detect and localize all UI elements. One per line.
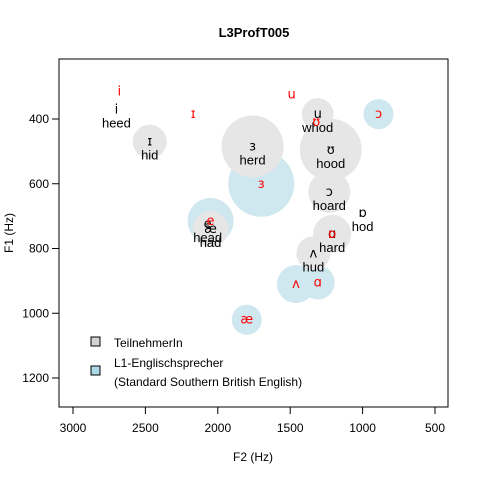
native-vowel-symbol: e	[207, 214, 215, 229]
y-tick-label: 1000	[22, 306, 49, 320]
x-tick-label: 2500	[132, 421, 159, 435]
x-tick-label: 3000	[60, 421, 87, 435]
native-spread-circle	[300, 265, 335, 300]
learner-vowel-symbol: ʌ	[310, 246, 318, 261]
legend-native-sublabel: (Standard Southern British English)	[114, 375, 302, 389]
word-label: hud	[303, 259, 325, 274]
native-vowel-symbol: ɜ	[258, 177, 265, 192]
learner-spread-circle	[296, 236, 331, 271]
learner-spread-circle	[132, 124, 167, 159]
learner-vowel-symbol: ɔ	[326, 185, 333, 200]
learner-vowel-symbol: ɪ	[147, 135, 152, 150]
learner-spread-circle	[221, 115, 284, 178]
learner-vowel-symbol: ʊ	[327, 143, 335, 158]
learner-vowel-symbol: i	[115, 102, 119, 117]
learner-vowel-symbol: æ	[204, 222, 217, 237]
x-tick-label: 1000	[349, 421, 376, 435]
y-axis: 400 600 800 1000 1200	[22, 112, 60, 385]
learner-spread-circle	[299, 118, 362, 181]
word-label: hid	[141, 148, 158, 163]
y-tick-label: 400	[29, 112, 49, 126]
y-tick-label: 1200	[22, 371, 49, 385]
x-axis-label: F2 (Hz)	[233, 450, 273, 464]
word-label: hood	[316, 156, 345, 171]
native-vowel-symbol: i	[118, 84, 122, 99]
word-label: hod	[352, 219, 374, 234]
word-label: herd	[240, 153, 266, 168]
symbols-layer: iheedɪhidɜherduwhodʊhoodɔhoardɒhodæhadeh…	[102, 84, 382, 327]
learner-vowel-symbol: e	[204, 217, 212, 232]
learner-vowel-symbol: u	[314, 107, 322, 122]
legend-learner-label: TeilnehmerIn	[114, 336, 183, 350]
word-label: head	[193, 230, 222, 245]
learner-vowel-symbol: ɜ	[249, 140, 256, 155]
word-label: heed	[102, 115, 131, 130]
word-label: hard	[319, 240, 345, 255]
native-vowel-symbol: ɑ	[314, 275, 322, 290]
native-vowel-symbol: ʊ	[312, 115, 320, 130]
x-axis: 3000 2500 2000 1500 1000 500	[60, 406, 445, 435]
learner-vowel-symbol: ɒ	[358, 206, 366, 221]
x-tick-label: 2000	[204, 421, 231, 435]
word-label: whod	[301, 120, 333, 135]
learner-spread-circle	[192, 211, 229, 248]
legend: TeilnehmerIn L1-Englischsprecher (Standard…	[90, 336, 302, 389]
y-axis-label: F1 (Hz)	[2, 213, 16, 253]
native-vowel-symbol: æ	[240, 313, 253, 328]
legend-native-swatch	[90, 365, 101, 376]
learner-vowel-symbol: ɑ	[328, 227, 336, 242]
learner-spread-circle	[308, 170, 351, 213]
circles-layer	[132, 98, 394, 335]
native-vowel-symbol: u	[288, 88, 296, 103]
native-vowel-symbol: ɪ	[191, 107, 196, 122]
x-tick-label: 1500	[277, 421, 304, 435]
native-vowel-symbol: ʌ	[292, 277, 300, 292]
native-spread-circle	[231, 304, 262, 335]
native-spread-circle	[363, 99, 394, 130]
y-tick-label: 600	[29, 177, 49, 191]
legend-native-label: L1-Englischsprecher	[114, 356, 223, 370]
chart-title: L3ProfT005	[219, 25, 290, 40]
word-label: had	[200, 235, 222, 250]
word-label: hoard	[313, 198, 346, 213]
legend-learner-swatch	[90, 336, 101, 347]
native-vowel-symbol: ɔ	[375, 107, 382, 122]
y-tick-label: 800	[29, 242, 49, 256]
x-tick-label: 500	[425, 421, 445, 435]
native-vowel-symbol: ɒ	[328, 227, 336, 242]
